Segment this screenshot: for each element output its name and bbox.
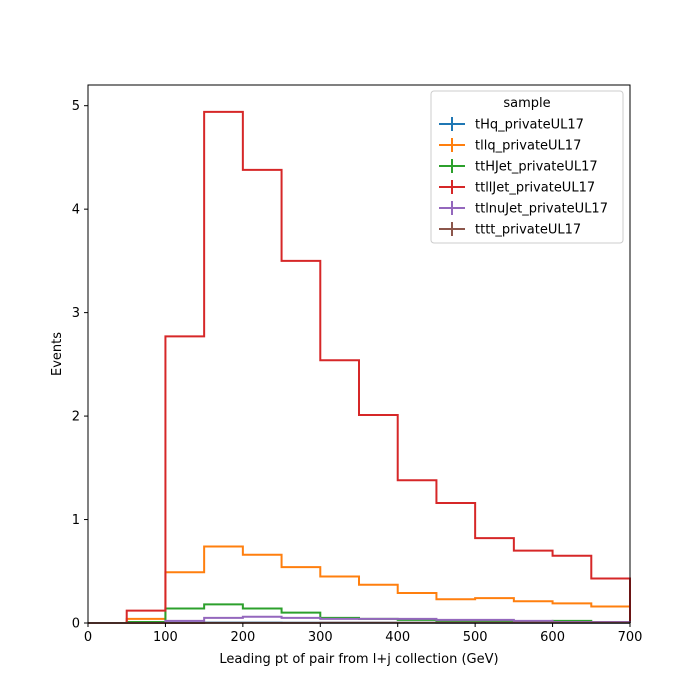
y-tick-label: 5: [72, 99, 80, 114]
x-tick-label: 500: [463, 630, 488, 645]
legend: sample tHq_privateUL17 tllq_privateUL17tt…: [430, 90, 624, 244]
x-axis: 0 100 200 300 400 500 600 700: [84, 623, 643, 645]
y-axis: 0 1 2 3 4 5: [72, 99, 88, 632]
x-tick-label: 0: [84, 630, 92, 645]
y-axis-label: Events: [50, 332, 65, 376]
legend-frame: [430, 90, 624, 244]
y-tick-label: 1: [72, 513, 80, 528]
series-ttllJet_privateUL17: [88, 110, 631, 624]
legend-title: sample: [503, 96, 550, 111]
y-tick-label: 2: [72, 410, 80, 425]
legend-item: ttllJet_privateUL17: [439, 180, 595, 196]
legend-label: ttlnuJet_privateUL17: [475, 202, 608, 217]
series-tllq_privateUL17: [88, 545, 631, 624]
legend-entries: tHq_privateUL17 tllq_privateUL17 ttHJet_pr…: [439, 117, 608, 238]
legend-label: tHq_privateUL17: [475, 118, 584, 133]
legend-item: tttt_privateUL17: [439, 222, 581, 238]
legend-label: ttllJet_privateUL17: [475, 181, 595, 196]
x-tick-label: 100: [153, 630, 178, 645]
y-tick-label: 3: [72, 306, 80, 321]
x-tick-label: 300: [308, 630, 333, 645]
x-tick-label: 200: [230, 630, 255, 645]
legend-item: tHq_privateUL17: [439, 117, 584, 133]
x-tick-label: 400: [385, 630, 410, 645]
x-tick-label: 600: [540, 630, 565, 645]
legend-label: tttt_privateUL17: [475, 223, 581, 238]
legend-label: tllq_privateUL17: [475, 139, 581, 154]
x-axis-label: Leading pt of pair from l+j collection (…: [219, 652, 498, 667]
legend-item: ttHJet_privateUL17: [439, 159, 598, 175]
x-tick-label: 700: [618, 630, 643, 645]
y-tick-label: 0: [72, 617, 80, 632]
legend-item: tllq_privateUL17: [439, 138, 581, 154]
legend-item: ttlnuJet_privateUL17: [439, 201, 608, 217]
legend-label: ttHJet_privateUL17: [475, 160, 598, 175]
plot-frame: [87, 84, 631, 624]
y-tick-label: 4: [72, 203, 80, 218]
series-ttlnuJet_privateUL17: [88, 615, 631, 624]
